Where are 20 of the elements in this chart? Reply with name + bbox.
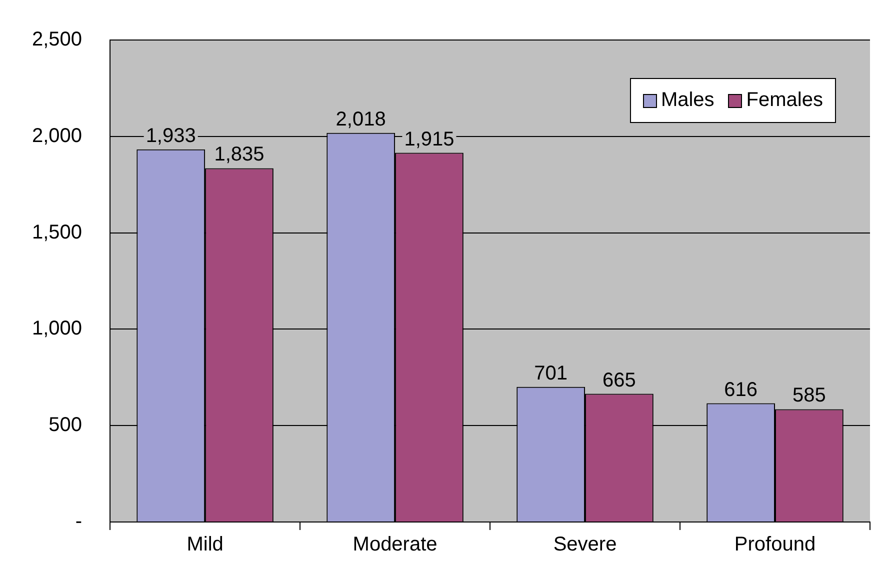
x-tick-label: Mild bbox=[186, 534, 224, 556]
legend-label: Males bbox=[660, 89, 714, 112]
data-label: 1,835 bbox=[214, 144, 264, 166]
y-tick-label: - bbox=[75, 510, 82, 533]
y-tick-label: 2,500 bbox=[32, 28, 82, 51]
data-label: 701 bbox=[534, 362, 568, 384]
y-tick-label: 500 bbox=[48, 414, 82, 436]
y-tick-label: 2,000 bbox=[32, 124, 82, 147]
y-tick-label: 1,000 bbox=[32, 318, 82, 340]
data-label: 616 bbox=[724, 378, 758, 401]
data-label: 585 bbox=[792, 384, 826, 407]
data-label: 2,018 bbox=[336, 108, 386, 130]
legend-label: Females bbox=[746, 89, 823, 112]
x-tick-label: Moderate bbox=[352, 534, 438, 556]
data-label: 1,933 bbox=[146, 124, 196, 147]
x-tick-label: Severe bbox=[553, 534, 617, 556]
y-tick-label: 1,500 bbox=[32, 221, 82, 244]
data-label: 1,915 bbox=[404, 128, 454, 150]
data-label: 665 bbox=[602, 369, 636, 392]
x-tick-label: Profound bbox=[734, 534, 816, 556]
